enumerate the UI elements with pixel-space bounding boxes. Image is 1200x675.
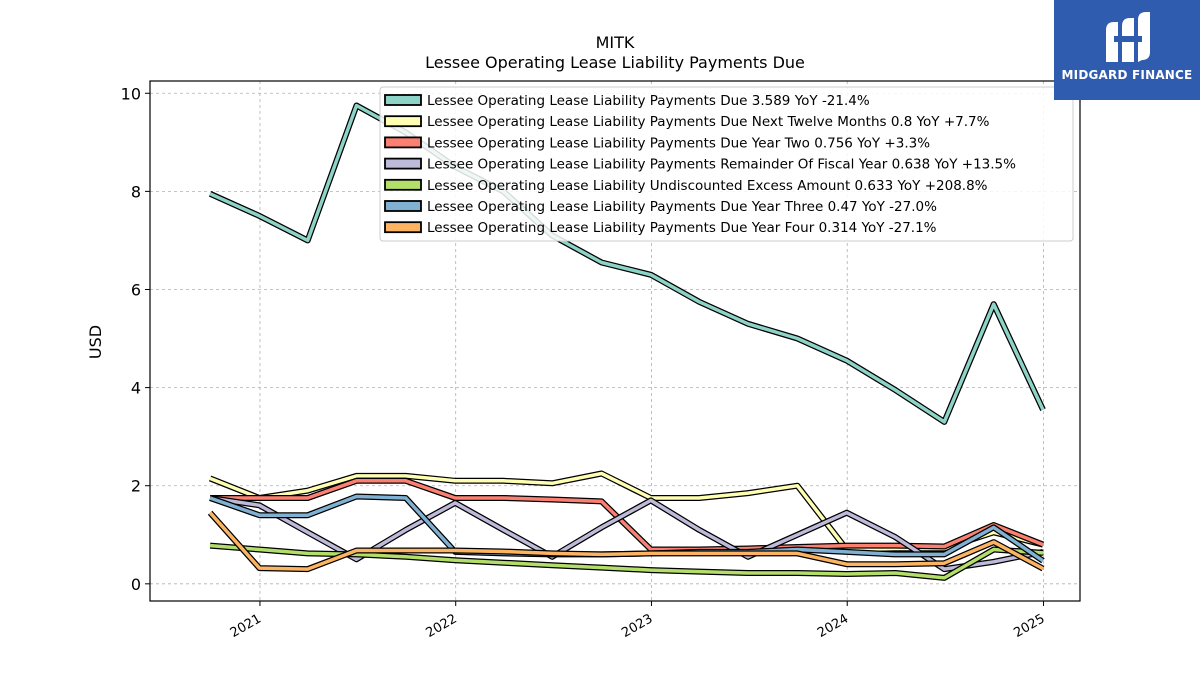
legend-entry: Lessee Operating Lease Liability Undisco… <box>427 178 988 194</box>
legend-entry: Lessee Operating Lease Liability Payment… <box>427 157 1016 173</box>
x-tick-label: 2023 <box>619 611 655 641</box>
series-group <box>207 102 1046 581</box>
x-tick-label: 2025 <box>1011 611 1047 641</box>
series-line-7 <box>207 510 1045 573</box>
plot-frame <box>149 80 1081 602</box>
legend-swatch <box>384 136 422 149</box>
series-line-stroke <box>208 511 1044 571</box>
brand-name: MIDGARD FINANCE <box>1061 68 1193 82</box>
legend-entry: Lessee Operating Lease Liability Payment… <box>427 93 870 109</box>
legend-swatch <box>384 221 422 234</box>
y-tick-label: 8 <box>131 182 141 201</box>
x-tick-label: 2022 <box>424 611 460 641</box>
legend-entry: Lessee Operating Lease Liability Payment… <box>427 114 990 130</box>
legend-swatch <box>384 94 422 106</box>
chart-subtitle: Lessee Operating Lease Liability Payment… <box>425 53 805 72</box>
series-line-outline <box>207 510 1045 573</box>
series-line-1 <box>208 102 1046 425</box>
y-tick-label: 10 <box>121 84 141 103</box>
legend-entry: Lessee Operating Lease Liability Payment… <box>427 135 930 151</box>
y-axis-label: USD <box>86 325 105 359</box>
legend-swatch <box>384 200 422 212</box>
x-tick-label: 2024 <box>815 611 851 641</box>
legend-swatch <box>384 115 422 128</box>
x-ticks: 2021 2022 2023 2024 2025 <box>228 601 1048 641</box>
legend-entry: Lessee Operating Lease Liability Payment… <box>427 199 937 215</box>
brand-mark-icon <box>1106 12 1150 62</box>
legend-entry: Lessee Operating Lease Liability Payment… <box>427 220 937 236</box>
y-ticks: 0 2 4 6 8 10 <box>121 84 150 594</box>
x-tick-label: 2021 <box>228 611 264 641</box>
y-tick-label: 6 <box>131 280 141 299</box>
y-tick-label: 0 <box>131 575 141 594</box>
legend-swatch <box>384 178 422 191</box>
legend: Lessee Operating Lease Liability Payment… <box>379 86 1074 242</box>
legend-box <box>379 86 1074 242</box>
chart-title: MITK <box>596 33 635 52</box>
legend-swatch <box>384 157 422 170</box>
y-tick-label: 2 <box>131 477 141 496</box>
brand-logo: MIDGARD FINANCE <box>1054 0 1200 100</box>
y-tick-label: 4 <box>131 379 141 398</box>
series-line-stroke <box>209 103 1045 424</box>
